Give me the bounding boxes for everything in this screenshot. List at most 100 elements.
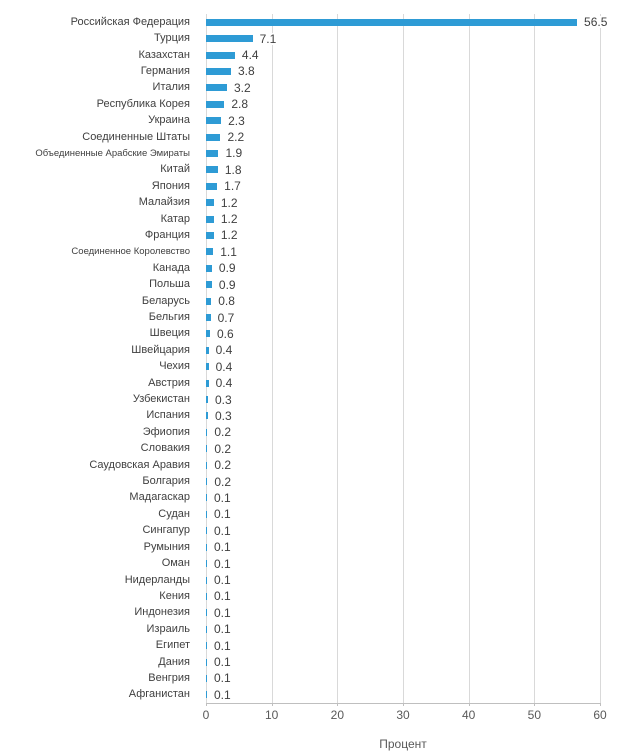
- category-label: Швеция: [149, 327, 190, 340]
- x-tick: [403, 703, 404, 706]
- bar-row: 0.8: [206, 293, 600, 309]
- value-label: 0.1: [213, 638, 232, 653]
- category-label: Республика Корея: [96, 97, 190, 110]
- bar: [206, 674, 207, 682]
- value-label: 0.4: [214, 359, 234, 374]
- value-label: 1.9: [224, 146, 244, 161]
- value-label: 1.2: [219, 212, 239, 227]
- value-label: 2.8: [230, 97, 250, 112]
- category-label: Афганистан: [128, 688, 190, 701]
- category-label: Япония: [151, 179, 190, 192]
- category-label: Израиль: [146, 622, 190, 635]
- category-label: Объединенные Арабские Эмираты: [35, 147, 190, 159]
- category-label: Швейцария: [131, 343, 190, 356]
- bar-row: 56.5: [206, 14, 609, 30]
- bar-row: 0.2: [206, 457, 600, 473]
- value-label: 7.1: [258, 31, 278, 46]
- bar-row: 0.7: [206, 309, 600, 325]
- bar-row: 1.1: [206, 244, 600, 260]
- bar: [206, 560, 207, 568]
- bar-row: 1.2: [206, 211, 600, 227]
- bar-row: 0.2: [206, 424, 600, 440]
- gridline: [337, 14, 339, 703]
- bar: [206, 330, 210, 338]
- value-label: 0.1: [213, 540, 232, 555]
- bar: [206, 166, 218, 174]
- category-label: Словакия: [140, 442, 190, 455]
- gridline: [534, 14, 536, 703]
- category-label: Оман: [161, 557, 190, 570]
- bar: [206, 527, 207, 535]
- x-tick-label: 40: [461, 708, 476, 722]
- bar: [206, 642, 207, 650]
- category-label: Катар: [160, 212, 190, 225]
- bar-row: 0.1: [206, 605, 600, 621]
- category-label: Мадагаскар: [129, 491, 190, 504]
- category-label: Сингапур: [142, 524, 190, 537]
- bar: [206, 379, 209, 387]
- x-tick: [534, 703, 536, 706]
- value-label: 0.4: [214, 376, 234, 391]
- bar: [206, 494, 207, 502]
- bar: [206, 396, 208, 404]
- bar: [206, 231, 214, 239]
- bar: [206, 264, 212, 272]
- value-label: 1.2: [219, 195, 239, 210]
- bar-row: 1.9: [206, 145, 600, 161]
- category-label: Малайзия: [138, 196, 190, 209]
- bar-row: 0.2: [206, 441, 600, 457]
- category-label: Чехия: [159, 360, 190, 373]
- value-label: 0.7: [216, 310, 236, 325]
- bar: [206, 100, 225, 108]
- bar: [206, 133, 221, 141]
- gridline: [403, 14, 404, 703]
- bar-row: 0.3: [206, 408, 600, 424]
- category-label: Саудовская Аравия: [89, 458, 190, 471]
- bar-row: 2.2: [206, 129, 600, 145]
- value-label: 0.1: [213, 523, 232, 538]
- bar-row: 0.4: [206, 375, 600, 391]
- value-label: 1.1: [219, 244, 238, 259]
- x-tick-label: 20: [330, 708, 344, 722]
- bar-row: 4.4: [206, 47, 600, 63]
- bar-row: 0.1: [206, 588, 600, 604]
- value-label: 0.9: [217, 261, 237, 276]
- category-label: Египет: [155, 639, 190, 652]
- value-label: 0.1: [213, 490, 232, 505]
- x-tick: [271, 703, 273, 706]
- bar: [206, 182, 218, 190]
- category-label: Германия: [140, 64, 190, 77]
- value-label: 0.2: [213, 425, 232, 440]
- bar-row: 0.1: [206, 523, 600, 539]
- bar-row: 0.1: [206, 490, 600, 506]
- category-label: Российская Федерация: [70, 15, 190, 28]
- category-label: Беларусь: [141, 294, 190, 307]
- bar: [206, 609, 207, 617]
- bar-row: 0.1: [206, 637, 600, 653]
- bar-row: 0.1: [206, 621, 600, 637]
- bar-row: 0.1: [206, 654, 600, 670]
- value-label: 0.1: [213, 655, 232, 670]
- bar: [206, 691, 207, 699]
- value-label: 0.2: [213, 458, 232, 473]
- bar: [206, 658, 207, 666]
- value-label: 0.3: [213, 392, 233, 407]
- bar: [206, 461, 208, 469]
- category-label: Болгария: [142, 475, 190, 488]
- bar: [206, 18, 578, 26]
- value-label: 0.2: [213, 474, 232, 489]
- value-label: 0.1: [213, 589, 232, 604]
- bar: [206, 51, 235, 59]
- value-label: 0.3: [213, 408, 233, 423]
- bar-row: 7.1: [206, 30, 600, 46]
- bar-row: 3.2: [206, 80, 600, 96]
- bar: [206, 412, 208, 420]
- x-tick: [468, 703, 470, 706]
- bar-row: 0.1: [206, 687, 600, 703]
- bar-row: 3.8: [206, 63, 600, 79]
- gridline: [468, 14, 470, 703]
- category-label: Турция: [154, 32, 190, 45]
- category-label: Австрия: [148, 376, 190, 389]
- gridline: [600, 14, 601, 703]
